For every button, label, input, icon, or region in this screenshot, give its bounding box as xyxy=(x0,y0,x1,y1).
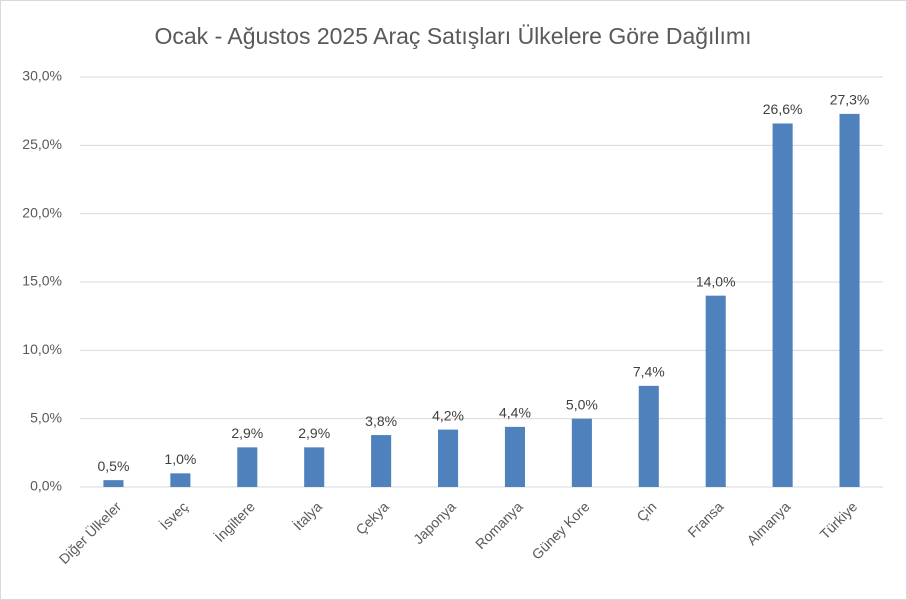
value-label: 2,9% xyxy=(298,425,330,441)
value-label: 5,0% xyxy=(566,396,598,412)
bar xyxy=(237,447,258,487)
value-label: 3,8% xyxy=(365,413,397,429)
bar xyxy=(304,447,325,487)
value-label: 1,0% xyxy=(164,451,196,467)
bar xyxy=(170,473,191,487)
value-label: 0,5% xyxy=(97,458,129,474)
bar xyxy=(571,418,592,487)
y-tick-label: 5,0% xyxy=(30,409,62,425)
bar xyxy=(371,435,392,487)
value-label: 4,2% xyxy=(432,407,464,423)
bar xyxy=(705,295,726,487)
y-tick-label: 0,0% xyxy=(30,478,62,494)
value-label: 14,0% xyxy=(696,273,736,289)
bar xyxy=(504,426,525,487)
y-tick-label: 15,0% xyxy=(22,273,62,289)
value-label: 2,9% xyxy=(231,425,263,441)
value-label: 7,4% xyxy=(633,364,665,380)
bar xyxy=(438,429,459,487)
y-tick-label: 25,0% xyxy=(22,136,62,152)
bar xyxy=(839,113,860,488)
y-tick-label: 30,0% xyxy=(22,68,62,84)
y-tick-label: 10,0% xyxy=(22,341,62,357)
chart-title: Ocak - Ağustos 2025 Araç Satışları Ülkel… xyxy=(155,23,752,49)
bar xyxy=(103,480,124,487)
value-label: 26,6% xyxy=(763,101,803,117)
y-tick-label: 20,0% xyxy=(22,204,62,220)
value-label: 4,4% xyxy=(499,405,531,421)
bar xyxy=(638,385,659,487)
bar xyxy=(772,123,793,487)
value-label: 27,3% xyxy=(830,92,870,108)
